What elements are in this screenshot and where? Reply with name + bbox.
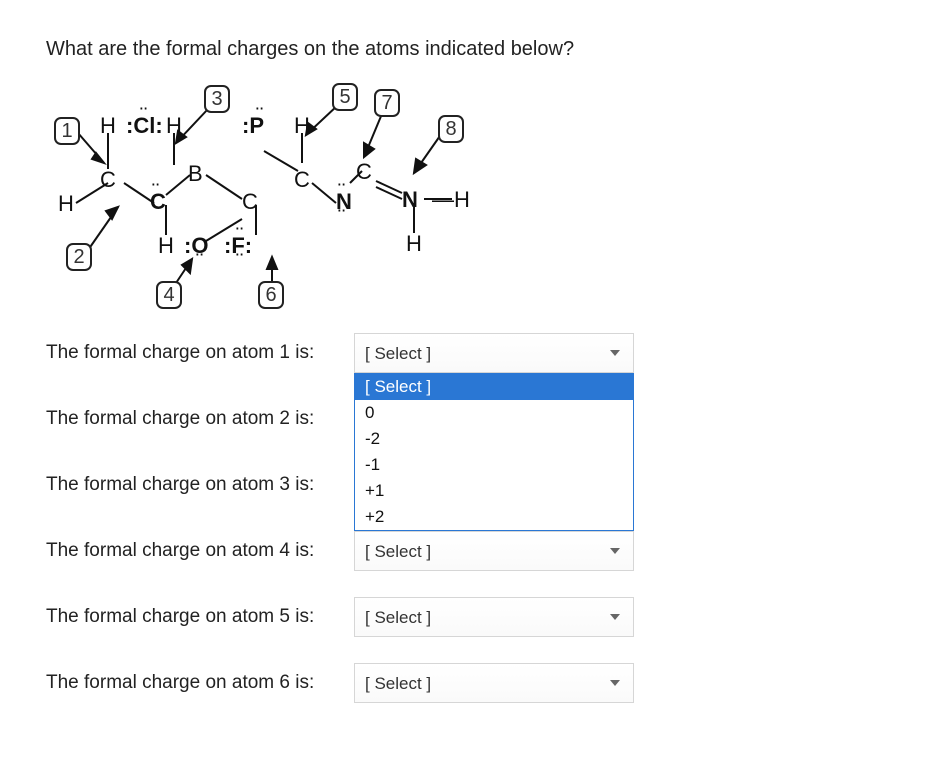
label-box-7: 7 [374,89,400,117]
label-box-4: 4 [156,281,182,309]
answer-row-5: The formal charge on atom 5 is:[ Select … [46,597,901,637]
atom-Cr: C [294,167,310,193]
answer-row-4: The formal charge on atom 4 is:[ Select … [46,531,901,571]
dropdown-option[interactable]: -1 [355,452,633,478]
atom-N2: N [402,187,418,213]
answers-section: The formal charge on atom 1 is:[ Select … [46,333,901,703]
select-wrap: [ Select ] [354,531,634,571]
atom-Cr2: C [356,159,372,185]
label-box-5: 5 [332,83,358,111]
answer-label: The formal charge on atom 6 is: [46,672,354,694]
dropdown-listbox[interactable]: [ Select ]0-2-1+1+2 [354,373,634,531]
label-box-8: 8 [438,115,464,143]
label-box-3: 3 [204,85,230,113]
question-text: What are the formal charges on the atoms… [46,38,901,61]
atom-Cleft: C [100,167,116,193]
atom-Hright: H [454,187,470,213]
dropdown-option[interactable]: 0 [355,400,633,426]
label-box-2: 2 [66,243,92,271]
answer-label: The formal charge on atom 5 is: [46,606,354,628]
answer-label: The formal charge on atom 2 is: [46,408,354,430]
answer-label: The formal charge on atom 1 is: [46,342,354,364]
atom-Hb: H [158,233,174,259]
select-wrap: [ Select ] [354,663,634,703]
dropdown-option[interactable]: [ Select ] [355,374,633,400]
answer-row-6: The formal charge on atom 6 is:[ Select … [46,663,901,703]
charge-select-4[interactable]: [ Select ] [354,531,634,571]
dropdown-option[interactable]: +2 [355,504,633,530]
atom-H2: H [166,113,182,139]
dropdown-option[interactable]: -2 [355,426,633,452]
atom-H1: H [100,113,116,139]
molecule-diagram: 1 2 3 4 5 6 7 8 H :Cl: ¨ H :P ¨ H C H C … [46,83,506,311]
charge-select-6[interactable]: [ Select ] [354,663,634,703]
answer-label: The formal charge on atom 4 is: [46,540,354,562]
atom-Hleft: H [58,191,74,217]
charge-select-5[interactable]: [ Select ] [354,597,634,637]
answer-label: The formal charge on atom 3 is: [46,474,354,496]
atom-Hbr: H [406,231,422,257]
atom-C2: C [242,189,258,215]
label-box-1: 1 [54,117,80,145]
dropdown-option[interactable]: +1 [355,478,633,504]
select-wrap: [ Select ][ Select ]0-2-1+1+2 [354,333,634,373]
atom-B: B [188,161,203,187]
answer-row-1: The formal charge on atom 1 is:[ Select … [46,333,901,373]
label-box-6: 6 [258,281,284,309]
atom-H3: H [294,113,310,139]
select-wrap: [ Select ] [354,597,634,637]
charge-select-1[interactable]: [ Select ] [354,333,634,373]
